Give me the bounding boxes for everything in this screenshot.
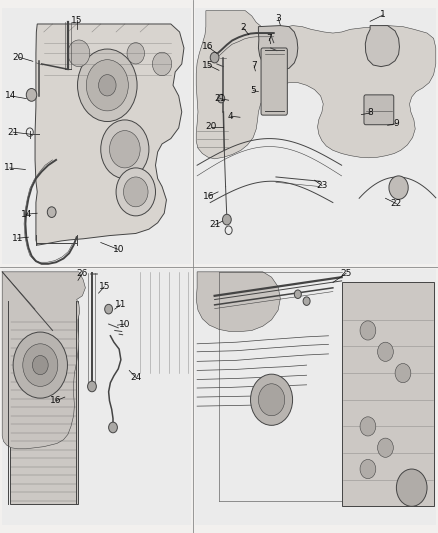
Polygon shape xyxy=(196,11,436,159)
Circle shape xyxy=(294,290,301,298)
Text: 14: 14 xyxy=(5,92,17,100)
Circle shape xyxy=(251,374,293,425)
Bar xyxy=(2,8,191,264)
Polygon shape xyxy=(35,24,184,245)
Polygon shape xyxy=(365,26,399,67)
Circle shape xyxy=(88,381,96,392)
Circle shape xyxy=(101,120,149,179)
Circle shape xyxy=(109,422,117,433)
Text: 23: 23 xyxy=(316,181,328,190)
Text: 26: 26 xyxy=(77,269,88,278)
FancyBboxPatch shape xyxy=(261,48,287,115)
Circle shape xyxy=(13,332,67,398)
Text: 21: 21 xyxy=(214,94,226,103)
Circle shape xyxy=(378,438,393,457)
Text: 11: 11 xyxy=(115,301,126,309)
Text: 20: 20 xyxy=(205,123,217,131)
Circle shape xyxy=(303,297,310,305)
Text: 4: 4 xyxy=(228,112,233,120)
Text: 21: 21 xyxy=(7,128,19,136)
Circle shape xyxy=(105,304,113,314)
Circle shape xyxy=(152,52,172,76)
Text: 14: 14 xyxy=(21,210,32,219)
Text: 24: 24 xyxy=(130,373,141,382)
Text: 22: 22 xyxy=(391,199,402,208)
Circle shape xyxy=(110,131,140,168)
Circle shape xyxy=(47,207,56,217)
FancyBboxPatch shape xyxy=(10,301,78,504)
Circle shape xyxy=(124,177,148,207)
Polygon shape xyxy=(258,26,298,70)
Circle shape xyxy=(127,43,145,64)
Bar xyxy=(195,8,436,264)
Text: 3: 3 xyxy=(275,14,281,22)
Text: 11: 11 xyxy=(12,234,23,243)
Text: 20: 20 xyxy=(13,53,24,61)
Circle shape xyxy=(218,94,225,103)
FancyBboxPatch shape xyxy=(364,95,394,125)
Circle shape xyxy=(258,384,285,416)
Circle shape xyxy=(210,52,219,63)
Text: 16: 16 xyxy=(202,43,214,51)
Text: 7: 7 xyxy=(251,61,257,70)
Circle shape xyxy=(26,88,37,101)
Circle shape xyxy=(396,469,427,506)
Polygon shape xyxy=(196,272,280,332)
Text: 8: 8 xyxy=(367,109,373,117)
Circle shape xyxy=(78,49,137,122)
Text: 1: 1 xyxy=(380,11,386,19)
Circle shape xyxy=(360,321,376,340)
Text: 15: 15 xyxy=(99,282,110,291)
Text: 25: 25 xyxy=(340,269,352,278)
Circle shape xyxy=(378,342,393,361)
Bar xyxy=(2,269,191,525)
Circle shape xyxy=(360,459,376,479)
Circle shape xyxy=(389,176,408,199)
Circle shape xyxy=(360,417,376,436)
Text: 9: 9 xyxy=(393,119,399,128)
Text: 2: 2 xyxy=(240,23,246,32)
Text: 16: 16 xyxy=(50,397,62,405)
Text: 10: 10 xyxy=(119,320,131,328)
Circle shape xyxy=(395,364,411,383)
Circle shape xyxy=(86,60,128,111)
Text: 16: 16 xyxy=(203,192,215,200)
Text: 11: 11 xyxy=(4,164,15,172)
Polygon shape xyxy=(2,272,85,449)
Circle shape xyxy=(99,75,116,96)
Circle shape xyxy=(223,214,231,225)
Circle shape xyxy=(32,356,48,375)
Text: 15: 15 xyxy=(202,61,214,69)
Circle shape xyxy=(116,168,155,216)
FancyBboxPatch shape xyxy=(342,282,434,506)
Text: 10: 10 xyxy=(113,245,124,254)
Text: 21: 21 xyxy=(209,221,220,229)
Text: 7: 7 xyxy=(266,34,272,43)
Bar xyxy=(195,269,436,525)
Circle shape xyxy=(23,344,58,386)
Text: 5: 5 xyxy=(250,86,256,95)
Text: 15: 15 xyxy=(71,16,82,25)
Circle shape xyxy=(68,40,90,67)
